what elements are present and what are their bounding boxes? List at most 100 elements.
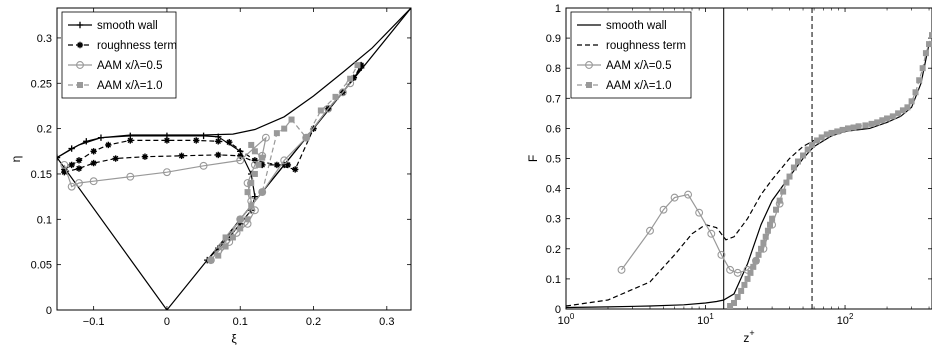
data-point (731, 299, 738, 306)
y-tick-label: 0.05 (31, 260, 52, 272)
data-point (248, 180, 255, 187)
data-point (251, 148, 258, 155)
data-point (68, 145, 75, 152)
data-point (61, 168, 68, 176)
data-point (839, 126, 846, 133)
x-axis-label: z+ (743, 328, 754, 345)
data-point (347, 75, 354, 82)
data-point (769, 215, 776, 222)
data-point (83, 138, 90, 145)
data-point (303, 134, 310, 141)
legend-item: roughness term (577, 40, 686, 52)
legend-marker (586, 82, 592, 88)
data-point (273, 130, 280, 137)
data-point (916, 77, 923, 84)
data-point (280, 156, 289, 165)
data-point (758, 245, 765, 252)
legend-label: AAM x/λ=1.0 (97, 80, 163, 92)
data-point (89, 177, 98, 186)
legend-item: smooth wall (68, 20, 158, 32)
series-2 (566, 139, 815, 307)
series-line (729, 34, 932, 307)
x-tick-label: 0.3 (379, 316, 394, 328)
data-point (222, 234, 229, 241)
data-point (226, 139, 233, 146)
data-point (354, 62, 361, 69)
y-axis-label: η (9, 156, 23, 163)
data-point (75, 157, 83, 164)
data-point (67, 182, 76, 191)
data-point (879, 117, 886, 124)
data-point (750, 263, 757, 270)
y-tick-label: 0.1 (37, 214, 52, 226)
data-point (332, 93, 339, 100)
data-point (350, 74, 358, 82)
data-point (90, 159, 97, 167)
data-point (291, 166, 299, 173)
data-point (215, 151, 222, 159)
series-line (566, 43, 930, 309)
data-point (302, 133, 311, 142)
legend-label: AAM x/λ=1.0 (606, 80, 672, 92)
legend-item: AAM x/λ=1.0 (68, 80, 163, 92)
y-tick-label: 0.2 (546, 244, 561, 256)
legend-label: AAM x/λ=0.5 (606, 60, 672, 72)
data-point (57, 154, 61, 161)
data-point (929, 32, 932, 39)
data-point (747, 269, 754, 276)
data-point (741, 281, 748, 288)
y-tick-label: 0.15 (31, 169, 52, 181)
legend: smooth wall roughness term AAM x/λ=0.5 AAM … (570, 11, 692, 99)
x-tick-label: −0.1 (83, 316, 105, 328)
data-point (90, 148, 97, 155)
x-tick-label: 102 (837, 312, 854, 327)
data-point (908, 98, 915, 105)
data-point (794, 158, 801, 165)
data-point (926, 41, 932, 48)
y-tick-label: 0.25 (31, 78, 52, 90)
data-point (324, 104, 333, 113)
data-point (767, 221, 774, 228)
series-4 (60, 79, 355, 265)
data-point (850, 124, 857, 131)
data-point (773, 206, 780, 213)
data-point (193, 137, 200, 144)
series-1 (566, 43, 930, 309)
y-tick-label: 1 (555, 3, 561, 15)
data-point (868, 120, 875, 127)
y-tick-label: 0.1 (546, 274, 561, 286)
data-point (250, 206, 259, 215)
data-point (862, 122, 869, 129)
x-tick-label: 0 (164, 316, 170, 328)
data-point (695, 208, 704, 217)
data-point (112, 155, 119, 162)
data-point (225, 238, 234, 246)
legend-label: roughness term (606, 40, 686, 52)
y-tick-label: 0.3 (546, 214, 561, 226)
data-point (904, 104, 911, 111)
legend-marker (76, 21, 84, 29)
data-point (251, 193, 259, 200)
data-point (232, 228, 241, 237)
legend-item: AAM x/λ=0.5 (577, 60, 672, 72)
data-point (790, 164, 797, 171)
series-line (64, 154, 288, 173)
data-point (828, 129, 835, 136)
data-point (844, 125, 851, 132)
y-tick-label: 0 (555, 304, 561, 316)
data-point (207, 257, 214, 264)
x-tick-label: 100 (558, 312, 575, 327)
legend-item: AAM x/λ=1.0 (577, 80, 672, 92)
data-point (237, 152, 244, 160)
data-point (200, 132, 207, 140)
data-point (251, 157, 259, 164)
data-point (162, 168, 171, 177)
data-point (874, 119, 881, 126)
legend-label: AAM x/λ=0.5 (97, 60, 163, 72)
y-tick-label: 0.7 (546, 93, 561, 105)
y-tick-label: 0.4 (546, 184, 561, 196)
y-tick-label: 0 (46, 305, 52, 317)
data-point (670, 193, 679, 202)
data-point (814, 137, 821, 144)
